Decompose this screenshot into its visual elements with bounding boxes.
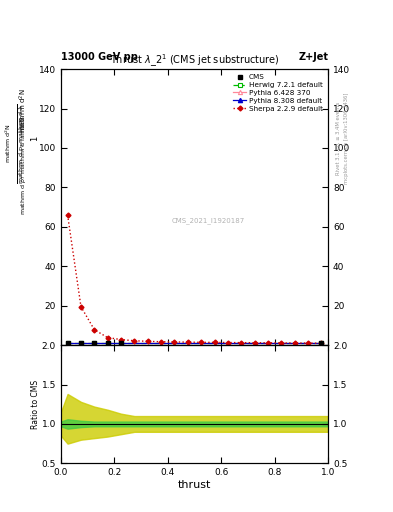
Text: mathrm d$^2$N: mathrm d$^2$N	[18, 88, 29, 133]
Text: mcplots.cern.ch [arXiv:1306.3436]: mcplots.cern.ch [arXiv:1306.3436]	[344, 93, 349, 184]
Herwig 7.2.1 default	[119, 340, 123, 346]
Line: Herwig 7.2.1 default: Herwig 7.2.1 default	[66, 341, 323, 345]
Text: 13000 GeV pp: 13000 GeV pp	[61, 52, 138, 62]
CMS	[92, 340, 97, 346]
Pythia 8.308 default	[92, 340, 97, 346]
Sherpa 2.2.9 default	[306, 340, 310, 346]
Pythia 6.428 370	[319, 340, 324, 346]
Sherpa 2.2.9 default	[105, 334, 110, 340]
CMS	[319, 340, 324, 346]
Line: Sherpa 2.2.9 default: Sherpa 2.2.9 default	[66, 214, 323, 345]
CMS	[119, 340, 123, 346]
Text: Z+Jet: Z+Jet	[298, 52, 328, 62]
Sherpa 2.2.9 default	[266, 340, 270, 346]
Pythia 6.428 370	[105, 340, 110, 346]
Sherpa 2.2.9 default	[319, 340, 324, 346]
Sherpa 2.2.9 default	[212, 339, 217, 346]
CMS	[105, 340, 110, 346]
Herwig 7.2.1 default	[319, 340, 324, 346]
Sherpa 2.2.9 default	[79, 304, 83, 310]
Text: mathrm d $p_T$ mathrm d lambda: mathrm d $p_T$ mathrm d lambda	[19, 116, 28, 216]
Pythia 6.428 370	[79, 340, 83, 346]
Line: CMS: CMS	[65, 340, 324, 346]
Sherpa 2.2.9 default	[172, 339, 177, 345]
X-axis label: thrust: thrust	[178, 480, 211, 490]
Text: Rivet 3.1.10, ≥ 3.4M events: Rivet 3.1.10, ≥ 3.4M events	[336, 101, 341, 175]
Legend: CMS, Herwig 7.2.1 default, Pythia 6.428 370, Pythia 8.308 default, Sherpa 2.2.9 : CMS, Herwig 7.2.1 default, Pythia 6.428 …	[232, 73, 325, 113]
Pythia 8.308 default	[79, 340, 83, 346]
Herwig 7.2.1 default	[79, 340, 83, 346]
CMS	[79, 340, 83, 346]
Herwig 7.2.1 default	[92, 340, 97, 346]
Pythia 8.308 default	[319, 340, 324, 346]
Sherpa 2.2.9 default	[65, 212, 70, 218]
Sherpa 2.2.9 default	[226, 339, 230, 346]
Pythia 6.428 370	[119, 340, 123, 346]
Sherpa 2.2.9 default	[119, 336, 123, 343]
Pythia 8.308 default	[105, 340, 110, 346]
Sherpa 2.2.9 default	[279, 340, 284, 346]
Text: 1: 1	[30, 136, 39, 141]
Title: Thrust $\lambda\_2^1$ (CMS jet substructure): Thrust $\lambda\_2^1$ (CMS jet substruct…	[110, 53, 279, 69]
Herwig 7.2.1 default	[105, 340, 110, 346]
Pythia 6.428 370	[65, 340, 70, 346]
Text: mathrm d$^2$N: mathrm d$^2$N	[3, 123, 13, 163]
CMS	[65, 340, 70, 346]
Sherpa 2.2.9 default	[92, 327, 97, 333]
Line: Pythia 8.308 default: Pythia 8.308 default	[66, 341, 323, 345]
Y-axis label: Ratio to CMS: Ratio to CMS	[31, 380, 40, 429]
Sherpa 2.2.9 default	[252, 339, 257, 346]
Sherpa 2.2.9 default	[239, 339, 244, 346]
Sherpa 2.2.9 default	[159, 338, 163, 345]
Sherpa 2.2.9 default	[199, 339, 204, 346]
Sherpa 2.2.9 default	[145, 338, 150, 345]
Pythia 8.308 default	[65, 340, 70, 346]
Herwig 7.2.1 default	[65, 340, 70, 346]
Sherpa 2.2.9 default	[185, 339, 190, 345]
Pythia 8.308 default	[119, 340, 123, 346]
Pythia 6.428 370	[92, 340, 97, 346]
Text: CMS_2021_I1920187: CMS_2021_I1920187	[171, 218, 244, 224]
Sherpa 2.2.9 default	[132, 338, 137, 344]
Text: $\overline{\rm{mathrm\ d}\ p_T\ \rm{mathrm\ d}\ \lambda}$: $\overline{\rm{mathrm\ d}\ p_T\ \rm{math…	[17, 103, 27, 184]
Line: Pythia 6.428 370: Pythia 6.428 370	[66, 341, 323, 345]
Sherpa 2.2.9 default	[292, 340, 297, 346]
